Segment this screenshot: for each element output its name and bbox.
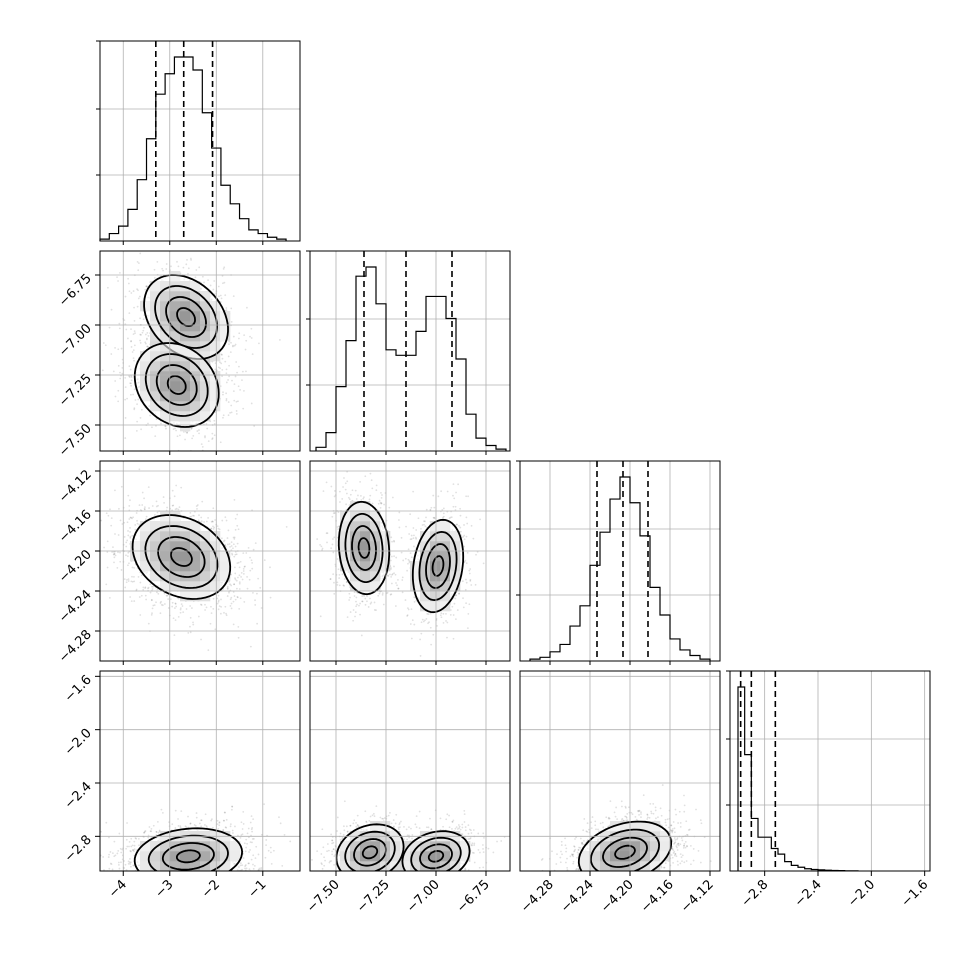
histogram-step: [737, 686, 859, 872]
histogram-1: [309, 250, 511, 452]
contour-line: [427, 849, 445, 863]
contour-line: [614, 844, 636, 860]
histogram-step: [315, 266, 507, 451]
y-tick-label: −7.25: [56, 371, 95, 410]
x-tick-label: −2.8: [739, 877, 772, 910]
panel-frame: [99, 460, 301, 662]
x-tick-label: −1.6: [899, 877, 932, 910]
contour-line: [344, 830, 396, 871]
x-tick-label: −7.00: [404, 877, 443, 916]
y-tick-label: −4.20: [56, 547, 95, 586]
panel-frame: [99, 250, 301, 452]
contour-line: [169, 547, 193, 567]
density-1-3: [309, 670, 511, 872]
x-tick-label: −4.12: [678, 877, 717, 916]
contour-line: [353, 838, 387, 867]
density-0-2: [99, 460, 301, 662]
contour-line: [133, 342, 220, 428]
x-tick-label: −4.24: [558, 877, 597, 916]
x-tick-label: −7.25: [354, 877, 393, 916]
x-tick-label: −3: [152, 877, 176, 901]
contour-line: [147, 834, 229, 871]
y-tick-label: −2.8: [62, 833, 95, 866]
panel-frame: [309, 250, 511, 452]
histogram-step: [99, 56, 287, 241]
x-tick-label: −2.0: [845, 877, 878, 910]
contour-line: [131, 514, 232, 600]
density-1-2: [309, 460, 511, 662]
contour-line: [154, 285, 218, 349]
y-tick-label: −6.75: [56, 271, 95, 310]
y-tick-label: −4.12: [56, 467, 95, 506]
contour-line: [602, 836, 648, 868]
contour-line: [344, 513, 384, 583]
panel-frame: [519, 670, 721, 872]
density-2-3: [519, 670, 721, 872]
histogram-step: [529, 476, 711, 661]
x-tick-label: −4.20: [598, 877, 637, 916]
x-tick-label: −4.16: [638, 877, 677, 916]
contour-line: [361, 845, 379, 860]
contour-line: [411, 518, 465, 614]
density-0-3: [99, 670, 301, 872]
histogram-0: [99, 40, 301, 242]
contour-line: [176, 307, 196, 327]
contour-line: [166, 375, 187, 395]
histogram-2: [519, 460, 721, 662]
contour-line: [144, 353, 209, 417]
y-tick-label: −7.00: [56, 321, 95, 360]
x-tick-label: −1: [245, 877, 269, 901]
contour-line: [419, 843, 453, 870]
panel-frame: [309, 460, 511, 662]
contour-line: [351, 525, 377, 571]
histogram-3: [729, 670, 931, 872]
x-tick-label: −7.50: [304, 877, 343, 916]
density-0-1: [99, 250, 301, 452]
y-tick-label: −2.4: [62, 779, 95, 812]
contour-line: [431, 555, 445, 577]
y-tick-label: −7.50: [56, 421, 95, 460]
contour-line: [418, 530, 458, 602]
contour-line: [176, 849, 201, 864]
x-tick-label: −4.28: [518, 877, 557, 916]
y-tick-label: −2.0: [62, 726, 95, 759]
x-tick-label: −2.4: [792, 877, 825, 910]
x-tick-label: −6.75: [454, 877, 493, 916]
panel-frame: [99, 40, 301, 242]
y-tick-label: −4.24: [56, 587, 95, 626]
contour-line: [157, 536, 206, 578]
panel-frame: [99, 670, 301, 872]
y-tick-label: −1.6: [62, 673, 95, 706]
panel-frame: [519, 460, 721, 662]
y-tick-label: −4.16: [56, 507, 95, 546]
x-tick-label: −4: [106, 877, 130, 901]
contour-line: [161, 842, 215, 871]
y-tick-label: −4.28: [56, 627, 95, 666]
contour-line: [144, 525, 219, 589]
x-tick-label: −2: [199, 877, 223, 901]
panel-frame: [309, 670, 511, 872]
panel-frame: [729, 670, 931, 872]
